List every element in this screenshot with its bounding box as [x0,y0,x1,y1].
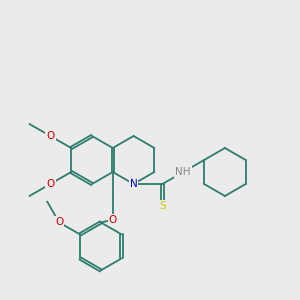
Text: O: O [109,215,117,225]
Text: O: O [46,131,55,141]
Text: O: O [46,179,55,189]
Text: O: O [46,131,55,141]
Text: S: S [159,201,166,211]
Text: O: O [55,218,63,227]
Text: N: N [130,179,137,189]
Text: NH: NH [176,167,191,177]
